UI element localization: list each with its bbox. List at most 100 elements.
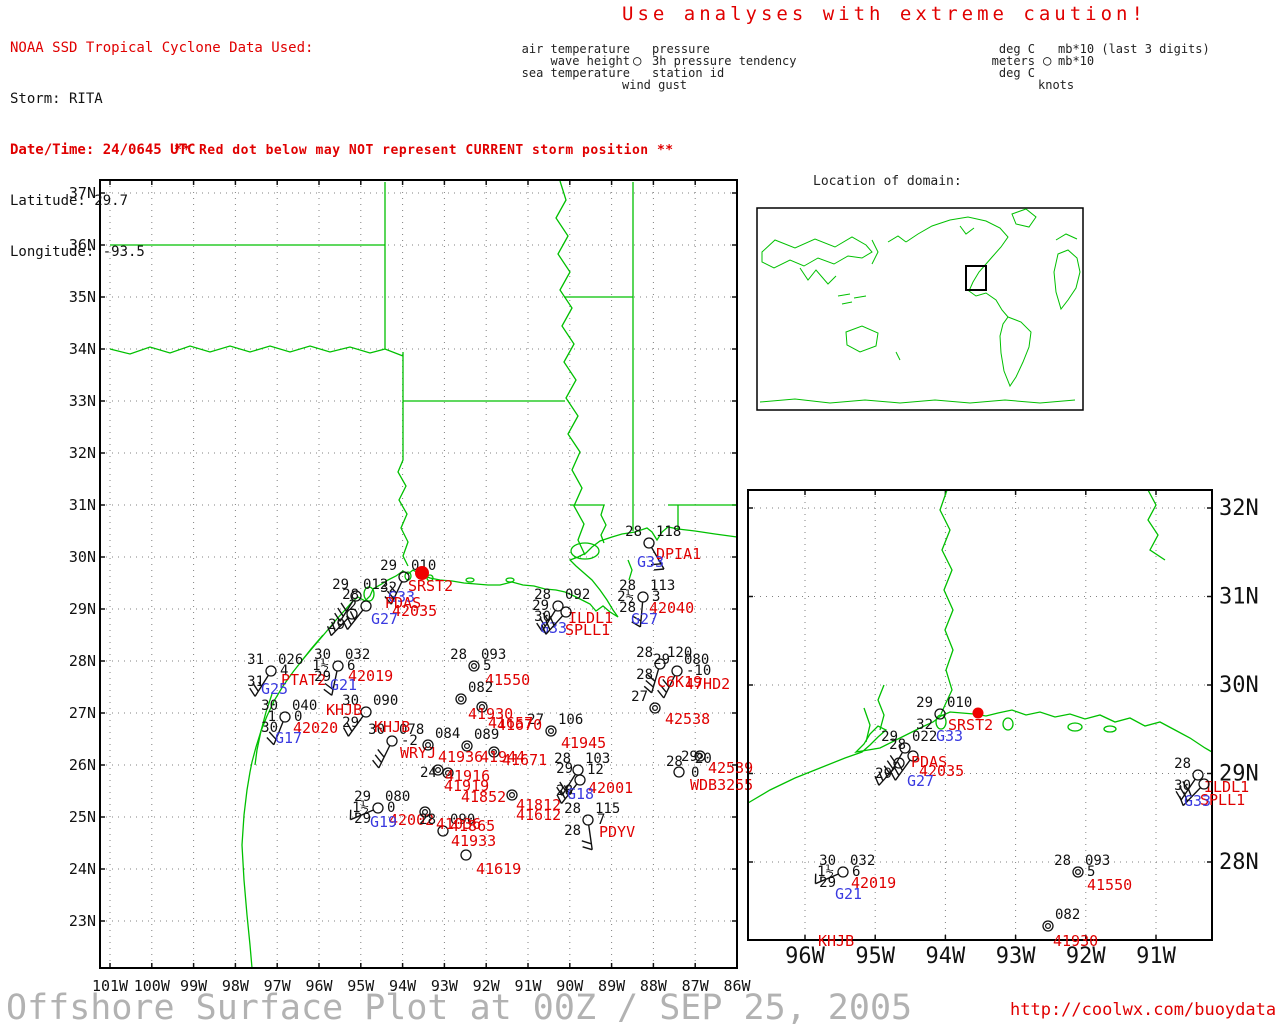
station-id-label: 42020 <box>293 719 338 737</box>
station-id-label: 42019 <box>851 874 896 892</box>
pressure-value: 084 <box>435 726 460 742</box>
header-longitude: Longitude: -93.5 <box>10 244 145 260</box>
legend-pressure-tendency: 3h pressure tendency <box>652 54 797 68</box>
pressure-value: 118 <box>656 524 681 540</box>
y-axis-tick-label: 32N <box>69 444 96 462</box>
station-plot: 28 090 <box>419 812 475 837</box>
storm-info-header: NOAA SSD Tropical Cyclone Data Used: Sto… <box>10 6 313 278</box>
station-circle <box>398 571 410 583</box>
station-inner-circle <box>425 741 432 748</box>
station-id-label: 41550 <box>1087 876 1132 894</box>
y-axis-tick-label: 32N <box>1219 496 1259 521</box>
station-id-label: 41619 <box>476 860 521 878</box>
station-inner-circle <box>1074 868 1081 875</box>
station-circle <box>649 702 661 714</box>
wave-height-value: 1 <box>268 709 276 725</box>
station-id-label: 41919 <box>444 777 489 795</box>
station-plot: 082 <box>1042 907 1080 932</box>
station-plot: SPLL1 <box>1178 778 1245 809</box>
wind-barb <box>657 675 676 699</box>
legend-sea-temperature: sea temperature <box>521 66 630 80</box>
station-text: 28 <box>666 754 683 770</box>
station-id-label: KHJB <box>374 718 410 736</box>
wind-barb <box>889 759 911 781</box>
header-source-line: NOAA SSD Tropical Cyclone Data Used: <box>10 40 314 56</box>
units-sea-temperature: deg C <box>998 66 1035 80</box>
x-axis-tick-label: 91W <box>1136 944 1176 969</box>
pressure-value: 093 <box>1085 853 1110 869</box>
y-axis-tick-label: 37N <box>69 184 96 202</box>
station-plot: 27 106 41945 <box>527 712 606 752</box>
x-axis-tick-label: 87W <box>682 977 710 995</box>
station-plot <box>460 849 472 861</box>
y-axis-tick-label: 25N <box>69 808 96 826</box>
wind-gust-label: G33 <box>936 727 963 745</box>
pressure-value: 040 <box>292 698 317 714</box>
station-circle-icon: ○ <box>633 53 642 69</box>
air-temp-value: 30 <box>819 853 836 869</box>
air-temp-value: 28 <box>636 645 653 661</box>
pressure-value: 082 <box>468 680 493 696</box>
station-circle <box>476 701 488 713</box>
wave-height-value: 1½ <box>817 864 834 880</box>
air-temp-value: 28 <box>1174 756 1191 772</box>
air-temp-value: 29 <box>916 695 933 711</box>
domain-highlight-box <box>965 265 987 291</box>
air-temp-value: 29 <box>881 729 898 745</box>
air-temp-value: 27 <box>527 712 544 728</box>
sea-temp-value: 29 <box>342 715 359 731</box>
pressure-value: 022 <box>912 729 937 745</box>
inset-map-grid: 96W 95W 94W 93W 92W 91W 32N 31N 30N 29N 28N <box>748 490 1259 969</box>
station-plot <box>694 750 706 762</box>
station-circle <box>899 742 911 754</box>
y-axis-tick-label: 29N <box>1219 762 1259 787</box>
station-id-label: 41550 <box>485 671 530 689</box>
wind-barb <box>536 609 556 632</box>
station-circle <box>552 600 564 612</box>
station-inner-circle <box>1044 922 1051 929</box>
source-url-link[interactable]: http://coolwx.com/buoydata <box>1010 1000 1277 1020</box>
y-axis-tick-label: 31N <box>1219 585 1259 610</box>
pressure-value: 080 <box>684 652 709 668</box>
station-circle <box>468 660 480 672</box>
station-id-label: 41916 <box>445 767 490 785</box>
units-pressure-tendency: mb*10 <box>1058 54 1095 68</box>
y-axis-tick-label: 34N <box>69 340 96 358</box>
station-circle <box>332 660 344 672</box>
station-circle <box>643 537 655 549</box>
station-circle <box>455 693 467 705</box>
station-plot: 29 <box>326 608 358 637</box>
station-plot <box>673 766 685 778</box>
x-axis-tick-label: 91W <box>514 977 542 995</box>
wind-barb <box>541 615 564 635</box>
station-id-label: 41812 <box>516 796 561 814</box>
air-temp-value: 29 <box>332 577 349 593</box>
x-axis-tick-label: 90W <box>556 977 584 995</box>
pressure-tendency-value: 7 <box>597 812 605 828</box>
station-plot: 29 022 <box>881 729 937 775</box>
sea-temp-value: 28 <box>556 783 573 799</box>
units-wave-height: meters <box>991 54 1035 68</box>
inset-map-border <box>747 489 1213 941</box>
station-circle <box>893 757 905 769</box>
station-plot <box>488 746 500 758</box>
station-inner-circle <box>479 703 486 710</box>
sea-temp-value: 29 <box>819 875 836 891</box>
wind-barb <box>326 617 350 637</box>
station-inner-circle <box>471 662 478 669</box>
station-circle <box>574 774 586 786</box>
wind-gust-label: G27 <box>631 610 658 628</box>
station-id-label: 42539 <box>708 759 753 777</box>
station-circle <box>460 849 472 861</box>
wave-height-value: 2½ <box>617 589 634 605</box>
pressure-value: 115 <box>595 801 620 817</box>
station-circle <box>560 606 572 618</box>
wind-gust-label: G27 <box>371 610 398 628</box>
